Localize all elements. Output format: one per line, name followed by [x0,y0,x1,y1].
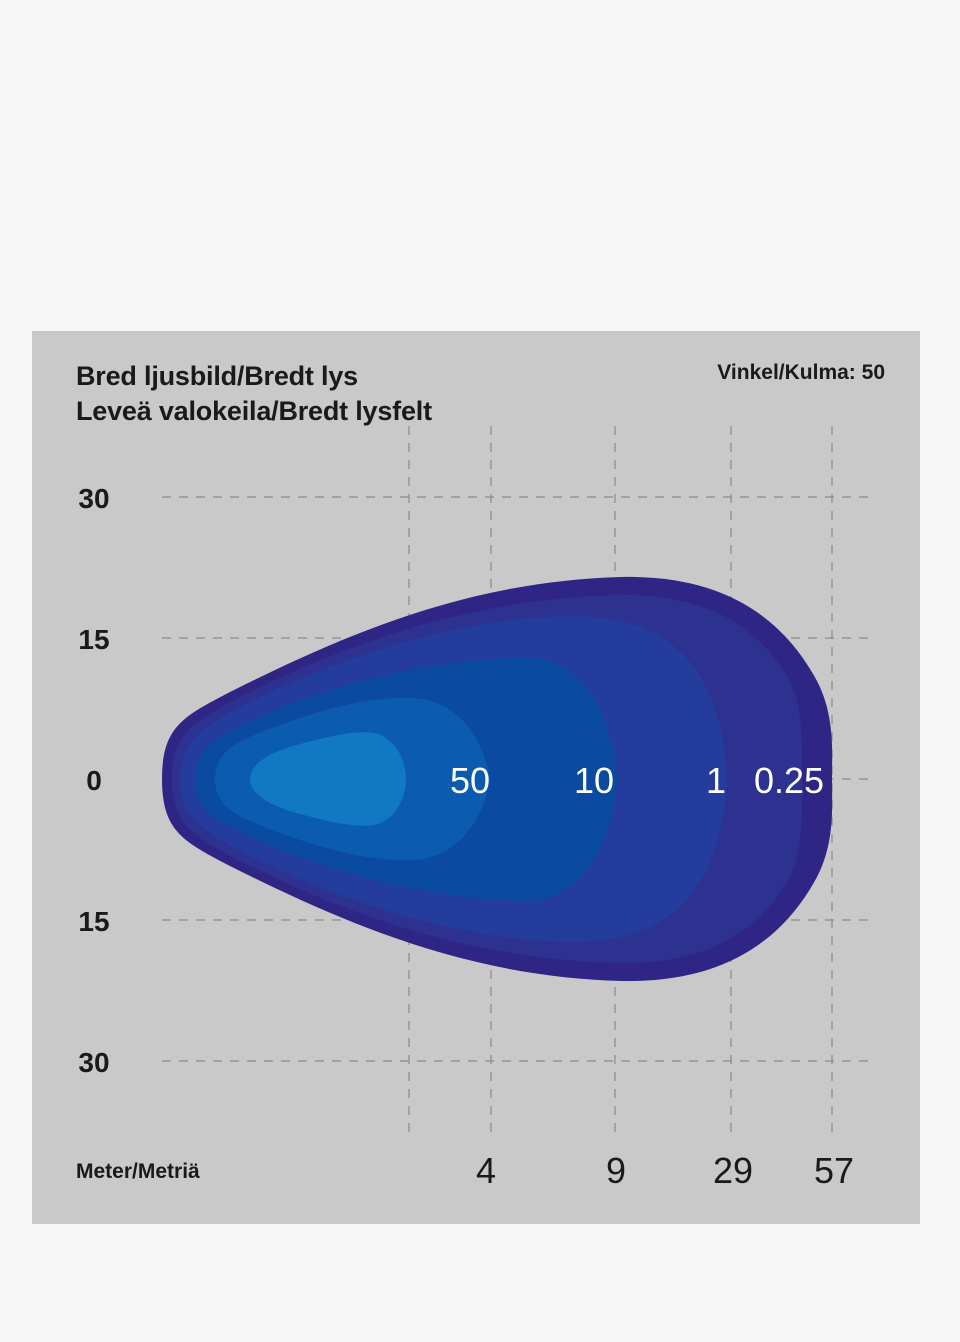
chart-panel: Bred ljusbild/Bredt lys Leveä valokeila/… [32,331,920,1224]
x-tick-label: 9 [606,1150,626,1191]
angle-label: Vinkel/Kulma: [717,361,856,384]
y-tick-label: 30 [78,483,109,514]
chart-title-line-2: Leveä valokeila/Bredt lysfelt [76,396,432,426]
x-axis-label: Meter/Metriä [76,1160,200,1183]
y-tick-label: 15 [78,624,109,655]
zone-label: 50 [450,760,490,801]
y-tick-label: 30 [78,1047,109,1078]
x-tick-label: 57 [814,1150,854,1191]
x-tick-label: 4 [476,1150,496,1191]
zone-label: 0.25 [754,760,824,801]
beam-zones [162,576,833,982]
angle-info: Vinkel/Kulma: 50 [717,361,885,385]
y-tick-label: 0 [86,765,102,796]
chart-title-line-1: Bred ljusbild/Bredt lys [76,361,358,391]
beam-pattern-chart: 30 15 0 15 30 4 9 29 57 50 10 1 0.25 [78,426,875,1191]
beam-zone-core-overlay [250,732,406,826]
zone-label: 10 [574,760,614,801]
chart-labels: 30 15 0 15 30 4 9 29 57 50 10 1 0.25 [78,483,854,1191]
y-tick-label: 15 [78,906,109,937]
angle-value: 50 [861,361,885,384]
zone-label: 1 [706,760,726,801]
x-tick-label: 29 [713,1150,753,1191]
